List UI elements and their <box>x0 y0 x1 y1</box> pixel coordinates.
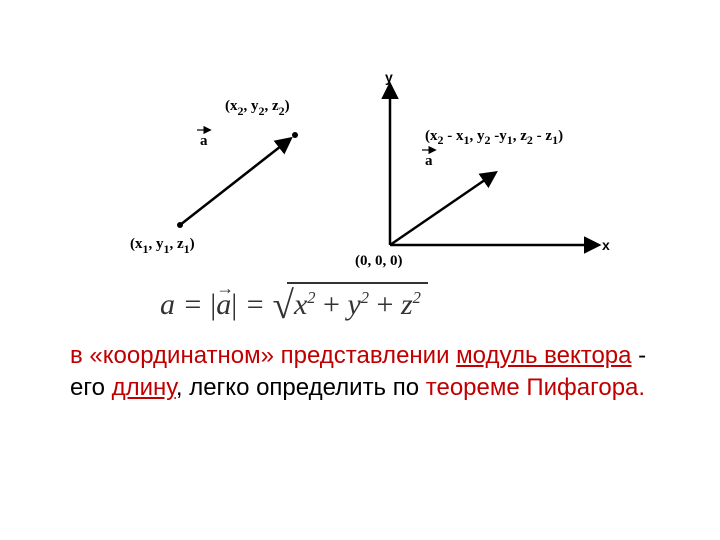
z-term: z <box>401 288 413 321</box>
y-term: y <box>347 288 360 321</box>
left-vector-label: a <box>200 133 208 149</box>
formula-eq1: = <box>175 288 210 321</box>
x-axis-label: x <box>602 237 610 253</box>
formula-eq2: = <box>237 288 272 321</box>
diagram-svg: a (x1, y1, z1) (x2, y2, z2) y x a <box>130 70 630 280</box>
right-coord-group: y x a (0, 0, 0) (x2 - x1, y2 -y1, z2 - z… <box>355 70 610 269</box>
right-end-label: (x2 - x1, y2 -y1, z2 - z1) <box>425 128 563 147</box>
plus2: + <box>369 288 401 321</box>
text-part4: длину <box>112 374 176 401</box>
description-text: в «координатном» представлении модуль ве… <box>70 340 650 405</box>
sqrt-symbol: √ <box>273 284 294 327</box>
formula-vec-a: a <box>216 288 231 322</box>
left-start-label: (x1, y1, z1) <box>130 236 195 256</box>
left-vector-group: a (x1, y1, z1) (x2, y2, z2) <box>130 98 298 256</box>
x-sq: 2 <box>307 288 315 307</box>
y-sq: 2 <box>361 288 369 307</box>
z-sq: 2 <box>413 288 421 307</box>
text-part1: в «координатном» представлении <box>70 342 456 369</box>
x-term: x <box>294 288 307 321</box>
text-part6: теореме Пифагора. <box>426 374 645 401</box>
origin-label: (0, 0, 0) <box>355 253 403 269</box>
text-part2: модуль вектора <box>456 342 631 369</box>
magnitude-formula: a = |a| = √x2 + y2 + z2 <box>160 280 428 328</box>
sqrt-expression: √x2 + y2 + z2 <box>273 280 429 328</box>
right-vector-label: a <box>425 153 433 169</box>
formula-a: a <box>160 288 175 321</box>
plus1: + <box>316 288 348 321</box>
y-axis-label: y <box>385 70 393 85</box>
text-part5: , легко определить по <box>176 374 426 401</box>
left-end-label: (x2, y2, z2) <box>225 98 290 118</box>
vector-diagrams: a (x1, y1, z1) (x2, y2, z2) y x a <box>130 70 630 270</box>
